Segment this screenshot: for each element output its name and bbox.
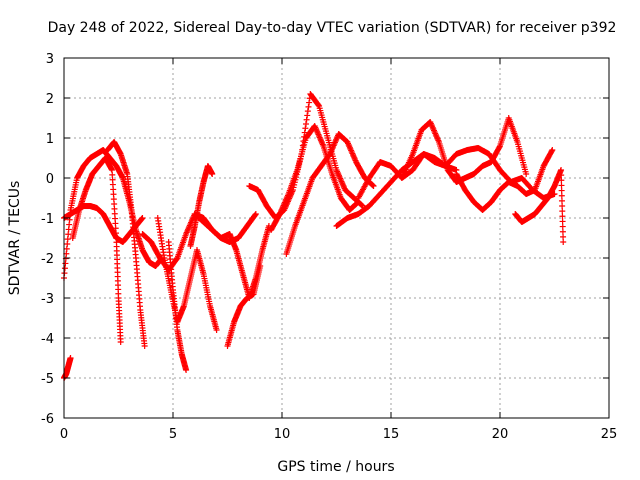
data-point <box>549 147 556 153</box>
x-tick-label: 10 <box>274 427 291 442</box>
y-tick-label: -6 <box>41 412 54 427</box>
series-arc8 <box>165 239 190 373</box>
data-point <box>139 215 146 221</box>
data-point <box>315 102 322 109</box>
data-point <box>304 108 311 115</box>
y-tick-label: 0 <box>46 172 54 187</box>
data-point <box>257 263 264 269</box>
series-arc18 <box>453 147 556 213</box>
data-point <box>67 355 74 361</box>
series-arc5 <box>61 355 74 381</box>
data-point <box>559 228 566 235</box>
data-point <box>559 218 566 225</box>
y-axis-label: SDTVAR / TECUs <box>7 181 23 296</box>
data-point <box>558 177 565 184</box>
data-point <box>305 103 312 110</box>
data-point <box>304 112 311 119</box>
data-point <box>117 339 124 345</box>
series-arc4 <box>104 139 148 349</box>
data-point <box>559 208 566 215</box>
data-point <box>559 213 566 220</box>
y-tick-label: -1 <box>41 212 54 227</box>
y-tick-label: -5 <box>41 372 54 387</box>
x-tick-label: 0 <box>60 427 68 442</box>
y-tick-label: 2 <box>46 92 54 107</box>
data-point <box>209 171 216 177</box>
data-point <box>370 183 377 189</box>
data-point <box>560 233 567 240</box>
series-arc19 <box>512 167 567 245</box>
data-series <box>61 91 567 381</box>
data-point <box>141 343 148 349</box>
series-arc9 <box>187 163 216 249</box>
x-tick-label: 25 <box>601 427 618 442</box>
data-point <box>302 121 309 127</box>
data-point <box>559 223 566 230</box>
series-arc3 <box>69 155 124 345</box>
series-arc17 <box>398 115 530 185</box>
data-point <box>548 148 555 155</box>
data-point <box>523 171 530 177</box>
data-point <box>252 211 259 218</box>
x-axis-label: GPS time / hours <box>277 459 394 475</box>
data-point <box>558 172 565 179</box>
x-tick-label: 15 <box>383 427 400 442</box>
data-point <box>559 203 566 209</box>
data-point <box>558 182 565 189</box>
y-tick-label: 3 <box>46 52 54 67</box>
data-point <box>302 125 309 132</box>
x-tick-label: 20 <box>492 427 509 442</box>
y-tick-label: 1 <box>46 132 54 147</box>
series-arc13 <box>268 123 362 233</box>
series-arc10 <box>191 211 272 301</box>
series-arc11 <box>224 263 264 349</box>
data-point <box>252 211 259 217</box>
series-arc14 <box>283 131 377 257</box>
x-tick-label: 5 <box>169 427 177 442</box>
chart-title: Day 248 of 2022, Sidereal Day-to-day VTE… <box>48 20 617 36</box>
y-tick-label: -2 <box>41 252 54 267</box>
data-point <box>560 239 567 245</box>
data-point <box>183 367 190 373</box>
y-tick-label: -4 <box>41 332 54 347</box>
data-point <box>496 144 503 151</box>
axis-ticks: 0 5 10 15 20 25 -6 -5 -4 -3 -2 -1 0 1 2 3 <box>41 52 617 442</box>
data-point <box>306 99 313 106</box>
plot-frame <box>63 57 610 419</box>
data-point <box>558 192 565 199</box>
y-tick-label: -3 <box>41 292 54 307</box>
data-point <box>558 187 565 194</box>
data-point <box>213 327 220 333</box>
data-point <box>558 197 565 204</box>
data-point <box>303 116 310 123</box>
data-point <box>558 167 565 173</box>
